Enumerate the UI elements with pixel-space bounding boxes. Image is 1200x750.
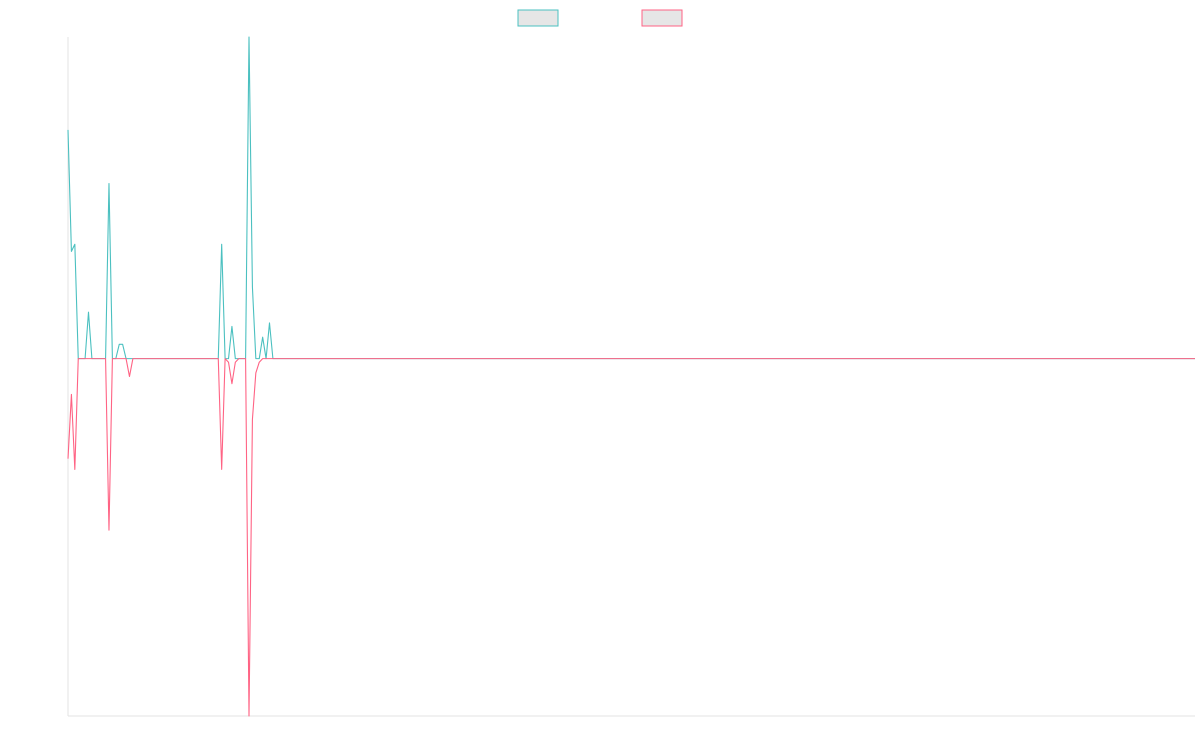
legend[interactable] — [517, 9, 683, 27]
series-line-1 — [67, 36, 1195, 360]
series-layer — [67, 36, 1195, 717]
legend-item-1[interactable] — [517, 9, 559, 27]
legend-item-2[interactable] — [641, 9, 683, 27]
legend-swatch-1 — [517, 9, 559, 27]
axes — [67, 37, 1195, 717]
series-line-2 — [67, 358, 1195, 717]
legend-swatch-2 — [641, 9, 683, 27]
